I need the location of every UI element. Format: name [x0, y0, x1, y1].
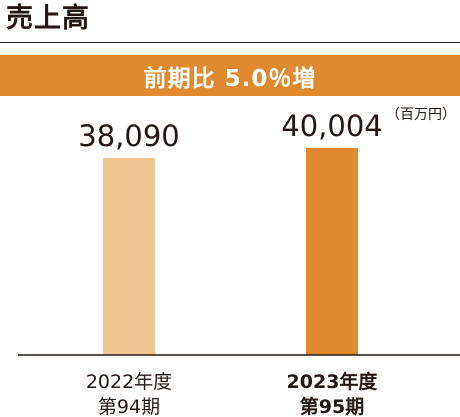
chart-title: 売上高	[6, 3, 90, 34]
category-label-period: 第95期	[300, 395, 364, 417]
growth-banner-text: 前期比 5.0％増	[143, 65, 317, 92]
title-divider	[0, 42, 460, 43]
growth-banner: 前期比 5.0％増	[0, 55, 460, 96]
unit-label: （百万円）	[386, 107, 456, 123]
value-label: 38,090	[78, 119, 179, 153]
category-label-period: 第94期	[98, 396, 160, 417]
value-label: 40,004	[281, 109, 382, 143]
category-label-year: 2022年度	[86, 371, 172, 393]
category-label-year: 2023年度	[287, 370, 379, 393]
bar-2023年度	[306, 148, 358, 355]
bar-2022年度	[103, 157, 155, 355]
